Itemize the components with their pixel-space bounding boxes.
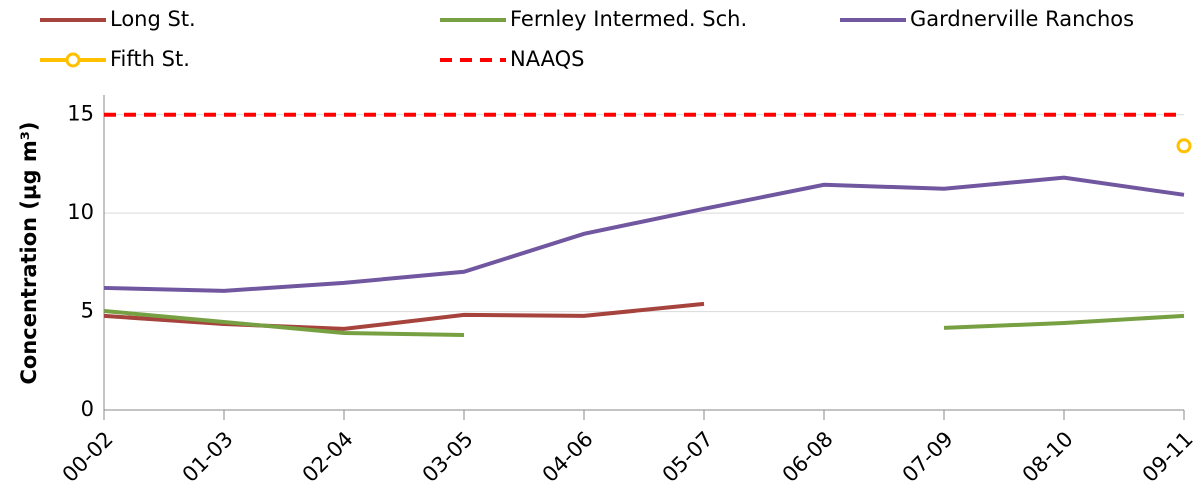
y-tick-label: 15 xyxy=(67,102,94,126)
x-tick-label: 05-07 xyxy=(658,427,718,487)
legend-label: Gardnerville Ranchos xyxy=(910,7,1134,31)
y-tick-label: 5 xyxy=(81,299,94,323)
x-tick-label: 08-10 xyxy=(1018,427,1078,487)
x-tick-label: 00-02 xyxy=(58,427,118,487)
x-tick-label: 01-03 xyxy=(178,427,238,487)
y-tick-label: 0 xyxy=(81,397,94,421)
legend-marker xyxy=(65,52,81,68)
legend-label: NAAQS xyxy=(510,47,585,71)
legend-label: Long St. xyxy=(110,7,196,31)
x-tick-label: 09-11 xyxy=(1138,427,1194,487)
series-marker xyxy=(1176,138,1192,154)
series-line xyxy=(103,301,705,331)
series-line xyxy=(943,313,1185,330)
x-tick-label: 04-06 xyxy=(538,427,598,487)
x-tick-label: 07-09 xyxy=(898,427,958,487)
series-line xyxy=(103,175,1185,293)
y-axis-label: Concentration (µg m³) xyxy=(17,122,41,385)
series-line xyxy=(103,308,465,337)
x-tick-label: 03-05 xyxy=(418,427,478,487)
x-tick-label: 06-08 xyxy=(778,427,838,487)
legend-label: Fifth St. xyxy=(110,47,190,71)
y-tick-label: 10 xyxy=(67,200,94,224)
legend-label: Fernley Intermed. Sch. xyxy=(510,7,747,31)
x-tick-label: 02-04 xyxy=(298,427,358,487)
